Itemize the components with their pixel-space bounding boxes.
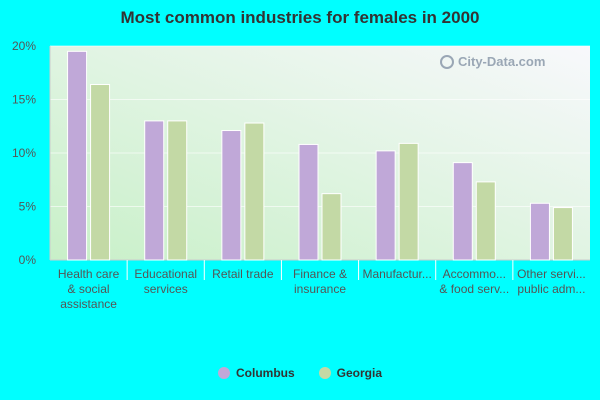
bar-columbus-5 — [452, 162, 473, 261]
watermark-text: City-Data.com — [458, 54, 546, 69]
x-category-label: Finance & insurance — [293, 267, 347, 296]
legend-swatch-georgia — [318, 367, 331, 379]
bar-georgia-2 — [244, 122, 265, 261]
x-category-label: Other servi... public adm... — [517, 267, 586, 296]
legend: Columbus Georgia — [0, 366, 600, 380]
bar-georgia-4 — [398, 142, 419, 261]
legend-label-georgia: Georgia — [336, 366, 383, 380]
x-category-label: Accommo... & food serv... — [439, 267, 509, 296]
bar-georgia-3 — [321, 193, 342, 261]
bar-columbus-1 — [144, 120, 165, 261]
bar-columbus-4 — [375, 150, 396, 261]
search-icon — [440, 54, 454, 69]
x-category-label: Educational services — [134, 267, 197, 296]
y-tick-label: 15% — [12, 93, 36, 107]
bar-georgia-1 — [167, 120, 188, 261]
x-category-label: Retail trade — [212, 267, 274, 281]
watermark: City-Data.com — [440, 54, 545, 69]
x-category-label: Manufactur... — [362, 267, 431, 281]
bar-georgia-0 — [90, 84, 111, 261]
bar-georgia-6 — [552, 207, 573, 261]
bar-columbus-2 — [221, 130, 242, 261]
bar-columbus-6 — [529, 202, 550, 261]
legend-item-georgia: Georgia — [318, 366, 383, 380]
bar-columbus-3 — [298, 143, 319, 261]
y-tick-label: 20% — [12, 39, 36, 53]
bar-georgia-5 — [475, 181, 496, 261]
y-tick-label: 10% — [12, 146, 36, 160]
legend-label-columbus: Columbus — [235, 366, 295, 380]
bar-columbus-0 — [67, 50, 88, 261]
y-tick-label: 5% — [19, 200, 37, 214]
legend-item-columbus: Columbus — [217, 366, 295, 380]
y-tick-label: 0% — [19, 253, 37, 267]
legend-swatch-columbus — [217, 367, 230, 379]
chart-title: Most common industries for females in 20… — [120, 8, 480, 27]
x-category-label: Health care & social assistance — [58, 267, 120, 311]
